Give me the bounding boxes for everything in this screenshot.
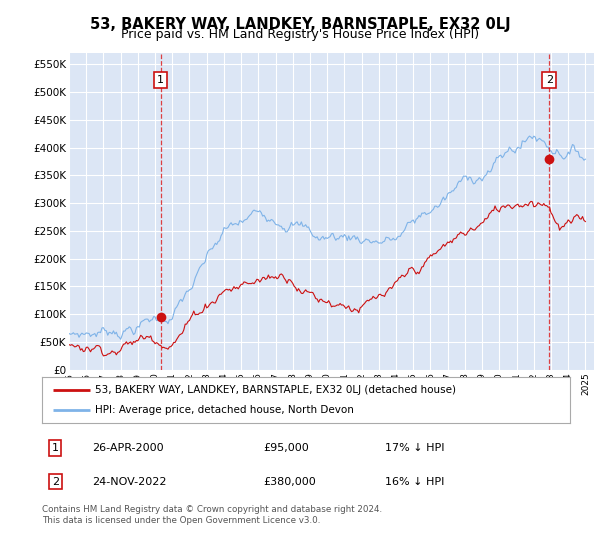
Text: 16% ↓ HPI: 16% ↓ HPI (385, 477, 445, 487)
Text: 2: 2 (52, 477, 59, 487)
Text: 24-NOV-2022: 24-NOV-2022 (92, 477, 167, 487)
Text: Contains HM Land Registry data © Crown copyright and database right 2024.
This d: Contains HM Land Registry data © Crown c… (42, 505, 382, 525)
Text: £95,000: £95,000 (264, 443, 310, 453)
Text: 17% ↓ HPI: 17% ↓ HPI (385, 443, 445, 453)
Text: 1: 1 (157, 75, 164, 85)
Text: 26-APR-2000: 26-APR-2000 (92, 443, 164, 453)
Text: 1: 1 (52, 443, 59, 453)
Text: HPI: Average price, detached house, North Devon: HPI: Average price, detached house, Nort… (95, 405, 353, 415)
Text: 53, BAKERY WAY, LANDKEY, BARNSTAPLE, EX32 0LJ: 53, BAKERY WAY, LANDKEY, BARNSTAPLE, EX3… (89, 17, 511, 32)
Text: Price paid vs. HM Land Registry's House Price Index (HPI): Price paid vs. HM Land Registry's House … (121, 28, 479, 41)
Text: 53, BAKERY WAY, LANDKEY, BARNSTAPLE, EX32 0LJ (detached house): 53, BAKERY WAY, LANDKEY, BARNSTAPLE, EX3… (95, 385, 456, 395)
Text: 2: 2 (545, 75, 553, 85)
Text: £380,000: £380,000 (264, 477, 317, 487)
